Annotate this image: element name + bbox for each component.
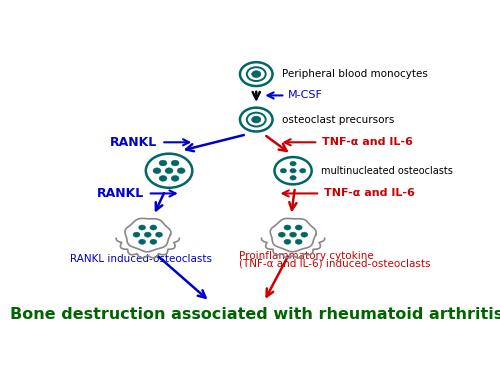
Text: RANKL induced-osteoclasts: RANKL induced-osteoclasts	[70, 254, 212, 264]
Circle shape	[159, 176, 167, 181]
Circle shape	[138, 225, 145, 230]
Circle shape	[165, 168, 173, 174]
Circle shape	[138, 239, 145, 244]
Circle shape	[290, 168, 296, 173]
Text: TNF-α and IL-6: TNF-α and IL-6	[322, 137, 413, 147]
Circle shape	[280, 168, 286, 173]
Circle shape	[300, 168, 306, 173]
Polygon shape	[125, 218, 171, 252]
Circle shape	[290, 232, 296, 237]
Circle shape	[240, 62, 272, 86]
Circle shape	[295, 239, 302, 244]
Polygon shape	[270, 218, 316, 252]
Text: Bone destruction associated with rheumatoid arthritis: Bone destruction associated with rheumat…	[10, 307, 500, 322]
Circle shape	[252, 116, 261, 123]
Text: Proinflammatory cytokine: Proinflammatory cytokine	[239, 251, 374, 261]
Circle shape	[156, 232, 162, 237]
Text: osteoclast precursors: osteoclast precursors	[282, 114, 395, 125]
Text: Peripheral blood monocytes: Peripheral blood monocytes	[282, 69, 428, 79]
Circle shape	[278, 232, 285, 237]
Circle shape	[150, 239, 157, 244]
Text: RANKL: RANKL	[110, 136, 158, 149]
Circle shape	[133, 232, 140, 237]
Circle shape	[295, 225, 302, 230]
Circle shape	[252, 71, 261, 77]
Circle shape	[150, 225, 157, 230]
Circle shape	[171, 176, 179, 181]
Circle shape	[177, 168, 185, 174]
Circle shape	[240, 108, 272, 131]
Circle shape	[284, 225, 291, 230]
Text: TNF-α and IL-6: TNF-α and IL-6	[324, 189, 415, 199]
Circle shape	[290, 161, 296, 166]
Text: (TNF-α and IL-6) induced-osteoclasts: (TNF-α and IL-6) induced-osteoclasts	[239, 259, 430, 269]
Circle shape	[284, 239, 291, 244]
Circle shape	[274, 157, 312, 184]
Text: multinucleated osteoclasts: multinucleated osteoclasts	[322, 166, 453, 176]
Circle shape	[301, 232, 308, 237]
Circle shape	[290, 176, 296, 180]
Circle shape	[144, 232, 151, 237]
Text: M-CSF: M-CSF	[288, 90, 323, 100]
Text: RANKL: RANKL	[96, 187, 144, 200]
Circle shape	[159, 160, 167, 166]
Circle shape	[146, 154, 192, 188]
Circle shape	[171, 160, 179, 166]
Circle shape	[153, 168, 161, 174]
